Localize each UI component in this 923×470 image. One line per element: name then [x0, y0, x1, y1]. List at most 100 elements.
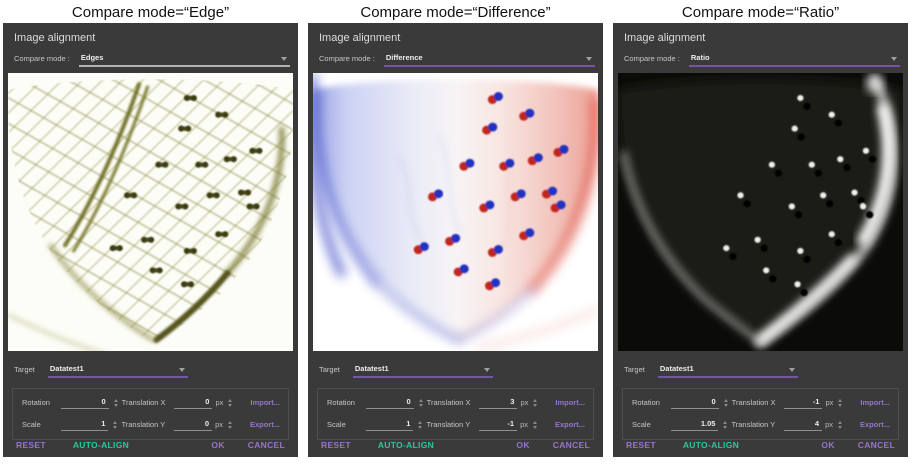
rotation-input[interactable]: 0 [671, 397, 719, 409]
compare-mode-value: Edges [80, 53, 104, 62]
translation-x-unit: px [825, 398, 834, 407]
translation-x-unit: px [520, 398, 529, 407]
auto-align-button[interactable]: AUTO-ALIGN [377, 440, 435, 450]
reset-button[interactable]: RESET [626, 440, 656, 450]
rotation-stepper[interactable] [113, 399, 118, 407]
cancel-button[interactable]: CANCEL [552, 440, 590, 450]
scale-input[interactable]: 1.05 [671, 419, 719, 431]
target-label: Target [624, 365, 645, 374]
scale-label: Scale [632, 420, 651, 429]
translation-y-unit: px [825, 420, 833, 429]
translation-x-stepper[interactable] [838, 399, 843, 407]
translation-x-label: Translation X [731, 398, 776, 407]
ratio-preview [618, 73, 903, 351]
transform-group: Rotation 0 Translation X -1 px Import...… [622, 388, 899, 440]
rotation-stepper[interactable] [418, 399, 423, 407]
panel-caption: Compare mode=“Edge” [71, 4, 230, 21]
chevron-down-icon [483, 368, 490, 372]
rotation-label: Rotation [22, 398, 50, 407]
translation-y-stepper[interactable] [838, 421, 842, 429]
chevron-down-icon [788, 368, 795, 372]
export-link[interactable]: Export... [250, 420, 281, 429]
target-value: Datatest1 [49, 364, 84, 373]
compare-mode-select[interactable]: Difference [383, 53, 595, 67]
compare-mode-value: Ratio [690, 53, 710, 62]
dialog-title: Image alignment [319, 32, 401, 44]
rotation-input[interactable]: 0 [366, 397, 414, 409]
rotation-stepper[interactable] [723, 399, 728, 407]
difference-preview [313, 73, 598, 351]
translation-x-stepper[interactable] [533, 399, 538, 407]
import-link[interactable]: Import... [250, 398, 280, 407]
translation-y-label: Translation Y [426, 420, 471, 429]
compare-mode-select[interactable]: Ratio [688, 53, 900, 67]
ok-button[interactable]: OK [211, 440, 225, 450]
target-value: Datatest1 [354, 364, 389, 373]
translation-y-unit: px [520, 420, 528, 429]
translation-y-stepper[interactable] [533, 421, 537, 429]
image-alignment-dialog: Image alignment Compare mode : Edges [3, 23, 298, 457]
translation-x-input[interactable]: -1 [784, 397, 823, 409]
chevron-down-icon [281, 57, 287, 61]
panel-edge: Compare mode=“Edge” Image alignment Comp… [3, 3, 298, 457]
scale-label: Scale [22, 420, 41, 429]
panel-difference: Compare mode=“Difference” Image alignmen… [308, 3, 603, 457]
ok-button[interactable]: OK [821, 440, 835, 450]
translation-x-unit: px [215, 398, 224, 407]
translation-y-input[interactable]: 4 [783, 419, 823, 431]
compare-mode-value: Difference [385, 53, 423, 62]
translation-x-label: Translation X [121, 398, 166, 407]
translation-y-input[interactable]: 0 [173, 419, 213, 431]
cancel-button[interactable]: CANCEL [247, 440, 285, 450]
rotation-label: Rotation [327, 398, 355, 407]
ok-button[interactable]: OK [516, 440, 530, 450]
panel-caption: Compare mode=“Ratio” [681, 4, 840, 21]
target-select[interactable]: Datatest1 [352, 364, 493, 378]
auto-align-button[interactable]: AUTO-ALIGN [72, 440, 130, 450]
rotation-label: Rotation [632, 398, 660, 407]
translation-y-stepper[interactable] [228, 421, 232, 429]
reset-button[interactable]: RESET [16, 440, 46, 450]
image-alignment-dialog: Image alignment Compare mode : Differenc… [308, 23, 603, 457]
scale-label: Scale [327, 420, 346, 429]
image-alignment-dialog: Image alignment Compare mode : Ratio [613, 23, 908, 457]
compare-mode-label: Compare mode : [624, 54, 680, 63]
scale-stepper[interactable] [418, 421, 423, 429]
scale-input[interactable]: 1 [366, 419, 414, 431]
export-link[interactable]: Export... [860, 420, 891, 429]
import-link[interactable]: Import... [860, 398, 890, 407]
reset-button[interactable]: RESET [321, 440, 351, 450]
transform-group: Rotation 0 Translation X 3 px Import... … [317, 388, 594, 440]
target-label: Target [14, 365, 35, 374]
chevron-down-icon [586, 57, 592, 61]
chevron-down-icon [891, 57, 897, 61]
translation-y-label: Translation Y [731, 420, 776, 429]
compare-mode-label: Compare mode : [319, 54, 375, 63]
chevron-down-icon [178, 368, 185, 372]
ratio-preview-dots [723, 94, 877, 297]
scale-stepper[interactable] [723, 421, 728, 429]
auto-align-button[interactable]: AUTO-ALIGN [682, 440, 740, 450]
target-label: Target [319, 365, 340, 374]
target-select[interactable]: Datatest1 [47, 364, 188, 378]
panel-caption: Compare mode=“Difference” [360, 4, 551, 21]
translation-y-unit: px [215, 420, 223, 429]
target-value: Datatest1 [659, 364, 694, 373]
cancel-button[interactable]: CANCEL [857, 440, 895, 450]
translation-x-input[interactable]: 0 [174, 397, 213, 409]
translation-y-input[interactable]: -1 [478, 419, 518, 431]
translation-x-label: Translation X [426, 398, 471, 407]
translation-x-stepper[interactable] [228, 399, 233, 407]
rotation-input[interactable]: 0 [61, 397, 109, 409]
compare-mode-select[interactable]: Edges [78, 53, 290, 67]
export-link[interactable]: Export... [555, 420, 586, 429]
translation-y-label: Translation Y [121, 420, 166, 429]
edge-preview-dots [109, 94, 263, 288]
import-link[interactable]: Import... [555, 398, 585, 407]
scale-stepper[interactable] [113, 421, 118, 429]
target-select[interactable]: Datatest1 [657, 364, 798, 378]
compare-mode-label: Compare mode : [14, 54, 70, 63]
translation-x-input[interactable]: 3 [479, 397, 518, 409]
scale-input[interactable]: 1 [61, 419, 109, 431]
panel-strip: Compare mode=“Edge” Image alignment Comp… [3, 3, 908, 457]
